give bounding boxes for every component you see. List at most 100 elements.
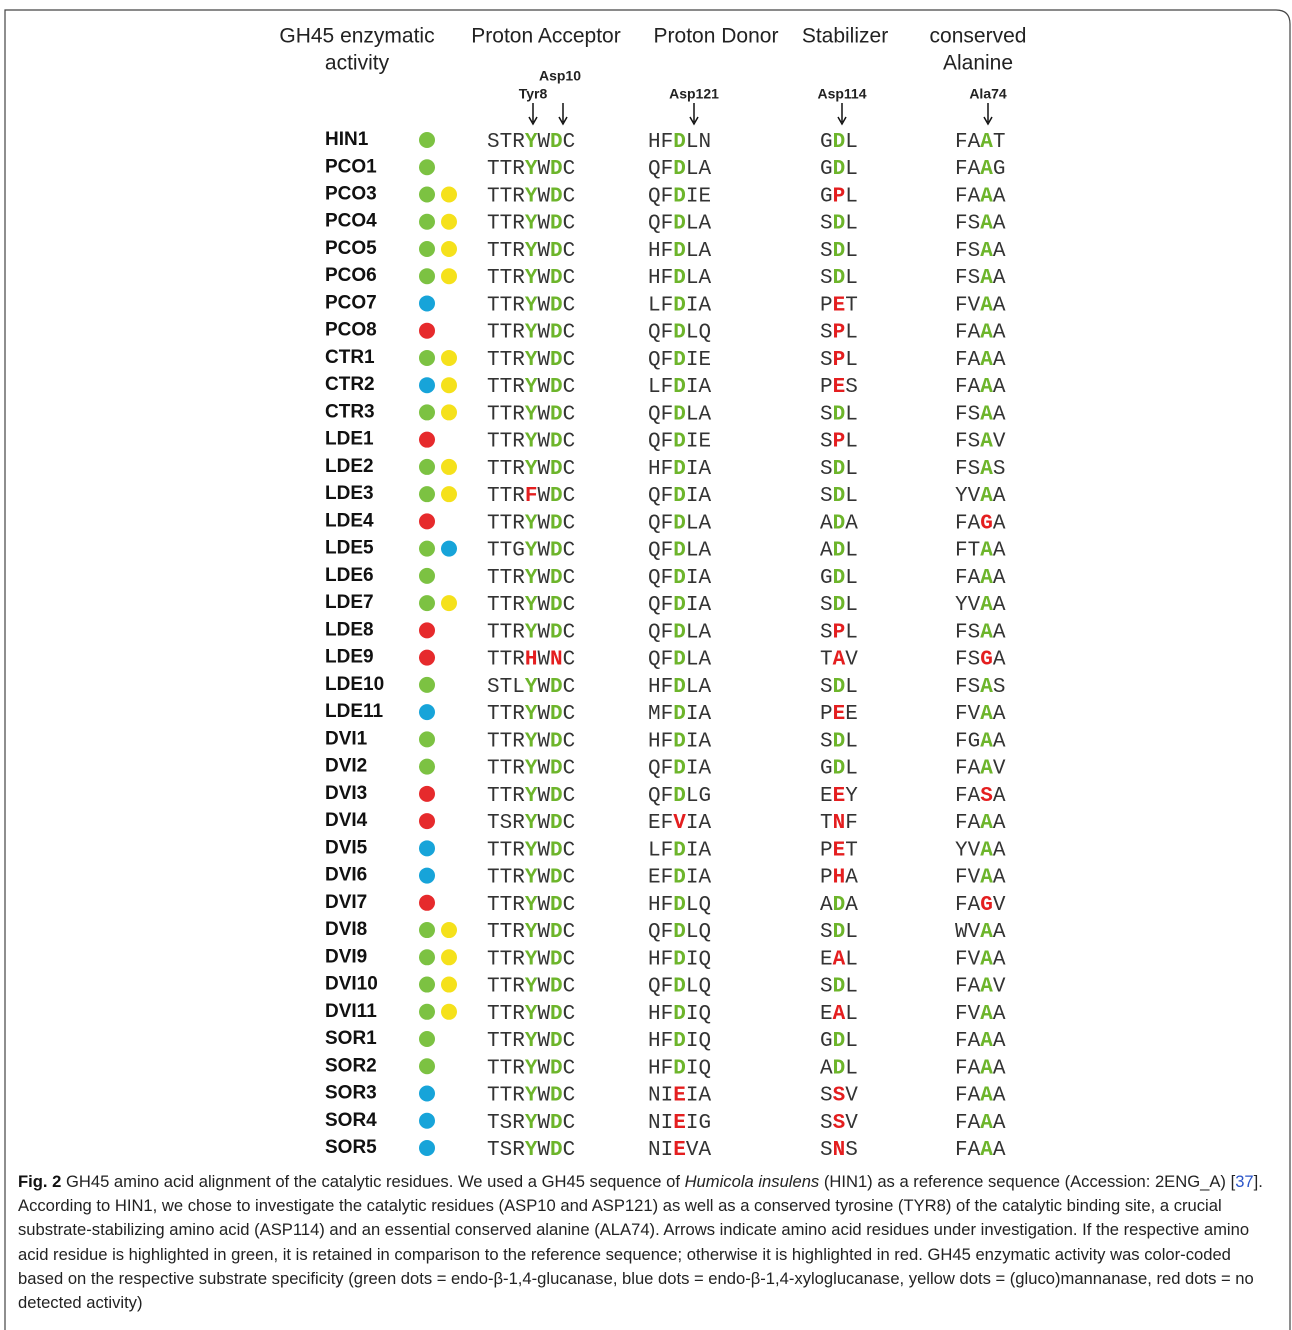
sequence: QFDIE (648, 185, 711, 208)
sequence: FAAT (955, 131, 1005, 154)
sequence: TTRYWDC (487, 948, 575, 971)
sequence: NIEIG (648, 1111, 711, 1134)
sequence: PES (820, 376, 858, 399)
sample-name: HIN1 (325, 129, 369, 150)
sequence: TTRYWDC (487, 294, 575, 317)
sequence: FSGA (955, 648, 1006, 671)
sequence: NIEVA (648, 1139, 711, 1162)
sample-name: DVI1 (325, 728, 368, 749)
sequence: STLYWDC (487, 675, 575, 698)
activity-dot (419, 513, 435, 530)
sequence: TAV (820, 648, 858, 671)
sequence: QFDLA (648, 539, 711, 562)
activity-dot (419, 867, 435, 884)
sequence: SDL (820, 267, 858, 290)
sequence: FAAA (955, 185, 1006, 208)
sequence: TTRYWDC (487, 784, 575, 807)
activity-dot (441, 1003, 457, 1020)
sequence: EAL (820, 948, 858, 971)
sequence: FAAA (955, 566, 1006, 589)
sequence: TSRYWDC (487, 812, 575, 835)
sample-name: DVI4 (325, 810, 368, 831)
sequence: SNS (820, 1139, 858, 1162)
caption-label: Fig. 2 (18, 1172, 62, 1191)
sample-name: LDE3 (325, 483, 374, 504)
sequence: HFDLN (648, 131, 711, 154)
sequence: FAGA (955, 512, 1006, 535)
activity-dot (419, 213, 435, 230)
activity-dot (441, 922, 457, 939)
sequence: HFDIQ (648, 948, 711, 971)
activity-dot (441, 540, 457, 557)
activity-dot (419, 268, 435, 285)
sequence: HFDIQ (648, 1057, 711, 1080)
sequence: EFVIA (648, 812, 711, 835)
sequence: FSAA (955, 403, 1006, 426)
sequence: GDL (820, 158, 858, 181)
sequence: SDL (820, 240, 858, 263)
activity-dot (419, 567, 435, 584)
sequence: GDL (820, 566, 858, 589)
sequence: FSAA (955, 267, 1006, 290)
activity-dot (419, 540, 435, 557)
sequence: TTRYWDC (487, 839, 575, 862)
sequence: FSAA (955, 212, 1006, 235)
sample-name: SOR1 (325, 1028, 377, 1049)
sequence: FAAG (955, 158, 1005, 181)
sample-name: PCO6 (325, 265, 377, 286)
activity-dot (419, 785, 435, 802)
sequence: PHA (820, 866, 858, 889)
sequence: TTRYWDC (487, 512, 575, 535)
sequence: TTRYWDC (487, 267, 575, 290)
sample-name: PCO4 (325, 211, 377, 232)
sample-name: LDE9 (325, 647, 374, 668)
sequence: FTAA (955, 539, 1006, 562)
activity-dot (441, 949, 457, 966)
sequence: EAL (820, 1002, 858, 1025)
activity-dot (419, 1112, 435, 1129)
activity-dot (419, 813, 435, 830)
sequence: TTRYWDC (487, 158, 575, 181)
sequence: ADL (820, 539, 858, 562)
sequence: LFDIA (648, 839, 711, 862)
sequence: TTRYWDC (487, 185, 575, 208)
sequence: GDL (820, 757, 858, 780)
sequence: EEY (820, 784, 858, 807)
sequence: FSAV (955, 430, 1006, 453)
sequence: FVAA (955, 866, 1006, 889)
residue-label: Asp121 (669, 86, 719, 102)
activity-dot (419, 322, 435, 339)
sequence: SPL (820, 321, 858, 344)
sequence: TSRYWDC (487, 1139, 575, 1162)
sample-name: LDE8 (325, 619, 374, 640)
sequence: SSV (820, 1084, 858, 1107)
residue-label: Ala74 (969, 86, 1007, 102)
sample-name: LDE7 (325, 592, 374, 613)
activity-dot (419, 295, 435, 312)
activity-dot (419, 186, 435, 203)
activity-dot (441, 268, 457, 285)
sequence: HFDLA (648, 675, 711, 698)
sample-name: SOR3 (325, 1083, 377, 1104)
caption-reference[interactable]: 37 (1235, 1172, 1254, 1191)
sequence: HFDIQ (648, 1030, 711, 1053)
activity-dot (419, 377, 435, 394)
sequence: STRYWDC (487, 131, 575, 154)
sequence: QFDLQ (648, 975, 711, 998)
sequence: FSAA (955, 240, 1006, 263)
sample-name: PCO1 (325, 156, 377, 177)
sequence: FSAS (955, 675, 1005, 698)
sample-name: SOR4 (325, 1110, 377, 1131)
column-header: activity (325, 52, 390, 75)
activity-dot (419, 458, 435, 475)
sequence: QFDIE (648, 348, 711, 371)
sequence: FAAA (955, 1057, 1006, 1080)
sequence: TTRYWDC (487, 430, 575, 453)
caption-text: GH45 amino acid alignment of the catalyt… (61, 1172, 685, 1191)
activity-dot (419, 404, 435, 421)
sample-name: LDE4 (325, 510, 374, 531)
sequence: QFDIA (648, 757, 711, 780)
activity-dot (419, 649, 435, 666)
sequence: QFDLG (648, 784, 711, 807)
